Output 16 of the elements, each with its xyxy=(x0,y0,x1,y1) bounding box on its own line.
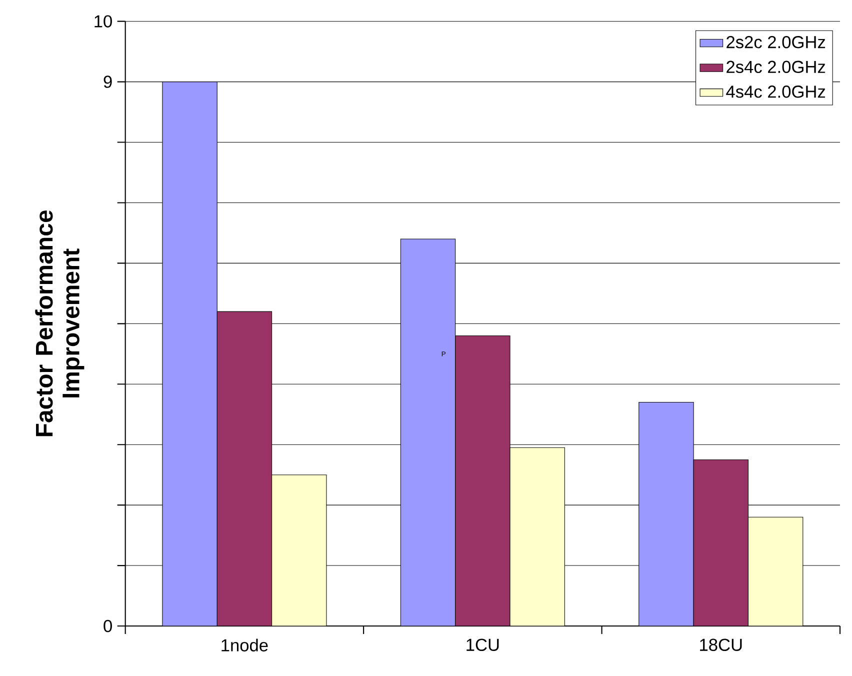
x-tick-label: 18CU xyxy=(700,638,742,651)
y-axis-title: Factor Performance Improvement xyxy=(35,210,84,436)
legend-label: 2s2c 2.0GHz xyxy=(726,36,826,48)
x-tick-label: 1CU xyxy=(466,638,499,651)
bar xyxy=(510,447,565,626)
legend-label: 2s4c 2.0GHz xyxy=(726,60,826,74)
y-tick-label: 0 xyxy=(104,620,112,632)
bar xyxy=(400,238,456,626)
x-tick-label: 1node xyxy=(222,638,268,652)
y-tick-label: 10 xyxy=(94,15,112,28)
bar xyxy=(162,82,218,626)
bar xyxy=(638,402,694,626)
bar xyxy=(748,516,804,626)
y-tick-label: 9 xyxy=(104,76,112,88)
legend-label: 4s4c 2.0GHz xyxy=(726,86,826,98)
bar xyxy=(272,474,327,626)
